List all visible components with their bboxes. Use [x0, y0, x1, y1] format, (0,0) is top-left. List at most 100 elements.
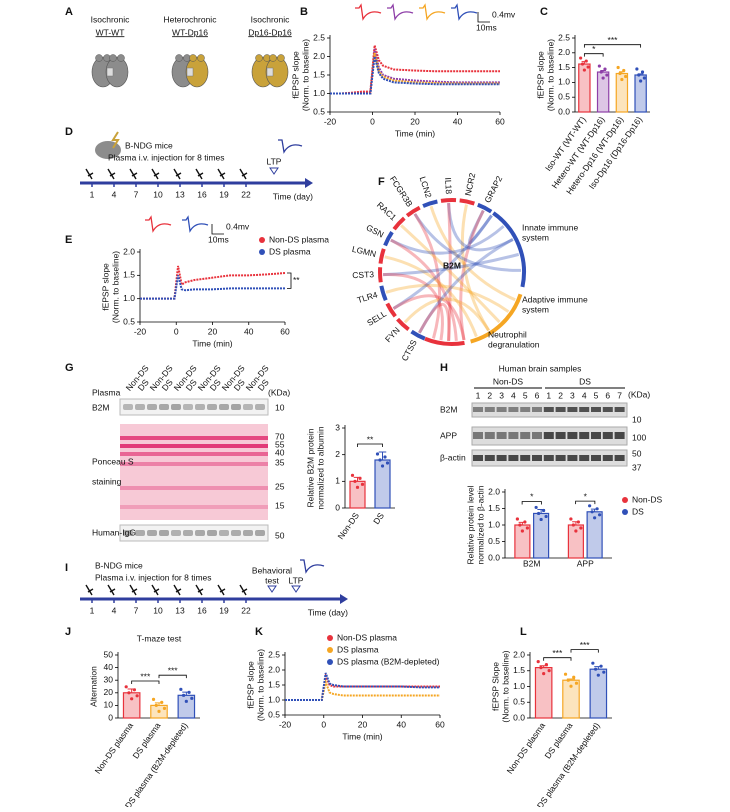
chord-ribbon [384, 255, 478, 338]
dot [580, 62, 585, 66]
marker-label: 37 [632, 462, 642, 472]
y-tick-label: 0.5 [513, 697, 525, 707]
row-label: Human-IgG [92, 527, 136, 537]
sig-bracket [575, 500, 596, 505]
gene-label: IL18 [443, 177, 454, 194]
chord-arc [385, 302, 397, 318]
band [473, 407, 483, 412]
band [543, 455, 554, 461]
suture [266, 67, 274, 77]
gene-label: FYN [383, 325, 402, 344]
trace [387, 3, 414, 21]
dot [618, 71, 622, 76]
dot [515, 517, 519, 521]
band [532, 407, 542, 412]
dot [590, 510, 594, 514]
band [520, 432, 531, 439]
trace [355, 3, 382, 21]
panel-label: C [540, 6, 548, 18]
x-tick-label: 20 [410, 116, 420, 126]
band [579, 455, 590, 461]
injection [129, 168, 138, 180]
blot [119, 524, 269, 542]
band [602, 407, 613, 412]
x-tick-label: 60 [280, 326, 290, 336]
x-tick-label: 0 [174, 326, 179, 336]
lane-label: 4 [511, 390, 516, 400]
chord-ribbon [418, 302, 451, 341]
group-type: Heterochronic [164, 14, 218, 24]
legend-marker [622, 497, 628, 503]
lane-label: 3 [570, 390, 575, 400]
gene-label: GRAP2 [482, 174, 504, 204]
dot [154, 703, 158, 708]
sig-bracket [583, 53, 604, 57]
marker-label: 10 [632, 414, 642, 424]
dot [597, 64, 601, 68]
band [532, 455, 542, 461]
chord-arc [477, 202, 493, 214]
y-tick-label: 0 [108, 712, 113, 722]
legend-marker [327, 647, 333, 653]
y-tick-label: 1 [335, 476, 340, 486]
chord-ribbon [413, 213, 522, 272]
band [579, 407, 590, 412]
series-line [330, 52, 500, 95]
y-axis-label: fEPSP slope [100, 263, 110, 311]
dot [162, 706, 167, 711]
injection [239, 168, 248, 180]
legend-marker [327, 635, 333, 641]
band [567, 432, 578, 439]
marker-label: 50 [632, 448, 642, 458]
scale-label: 10ms [476, 22, 497, 32]
x-axis-label: Time (min) [342, 731, 382, 741]
y-tick-label: 0.0 [558, 106, 570, 116]
y-axis-label: (Norm. to baseline) [500, 650, 510, 722]
day-label: 4 [112, 189, 117, 199]
group-label: DS [579, 376, 591, 386]
legend-label: DS plasma [269, 246, 311, 256]
treatment-label: Plasma i.v. injection for 8 times [95, 572, 212, 582]
dot [135, 694, 139, 698]
ltp-trace [300, 559, 325, 574]
legend-label: Non-DS [632, 494, 663, 504]
scale-label: 0.4mv [492, 9, 516, 19]
dot [603, 67, 607, 71]
y-axis-label: fEPSP slope [290, 51, 300, 99]
y-tick-label: 2.0 [123, 246, 135, 256]
mouse-ear [269, 54, 277, 62]
group-pair: WT-WT [96, 27, 125, 37]
series-line [330, 56, 500, 95]
chord-ribbon [382, 252, 520, 277]
y-axis-label: Alternation [88, 666, 98, 707]
y-tick-label: 0.5 [558, 91, 570, 101]
pathway-label: system [522, 232, 549, 242]
dot [594, 667, 598, 671]
chord-ribbon [400, 224, 501, 324]
row-label: B2M [92, 402, 109, 412]
chord-arc [422, 199, 438, 208]
marker-label: 35 [275, 457, 285, 467]
x-tick-label: 40 [244, 326, 254, 336]
day-label: 19 [219, 605, 229, 615]
ponceau-band [120, 452, 268, 456]
marker-label: 70 [275, 431, 285, 441]
y-axis-label: Relative B2M protein [305, 428, 315, 507]
x-tick-label: -20 [279, 719, 292, 729]
dot [584, 59, 588, 63]
dot [586, 65, 590, 69]
injection [217, 584, 226, 596]
mice-label: B-NDG mice [125, 140, 173, 150]
dot [542, 672, 546, 676]
gene-label: RAC1 [375, 200, 399, 223]
arrow-head [305, 178, 313, 188]
y-tick-label: 1.5 [313, 69, 325, 79]
band [496, 455, 507, 461]
row-label: Plasma [92, 387, 121, 397]
group-label: Non-DS [493, 376, 524, 386]
error-bar [378, 451, 387, 460]
significance: * [592, 44, 596, 54]
marker-label: 100 [632, 432, 646, 442]
dot [179, 687, 183, 691]
mice-label: B-NDG mice [95, 560, 143, 570]
